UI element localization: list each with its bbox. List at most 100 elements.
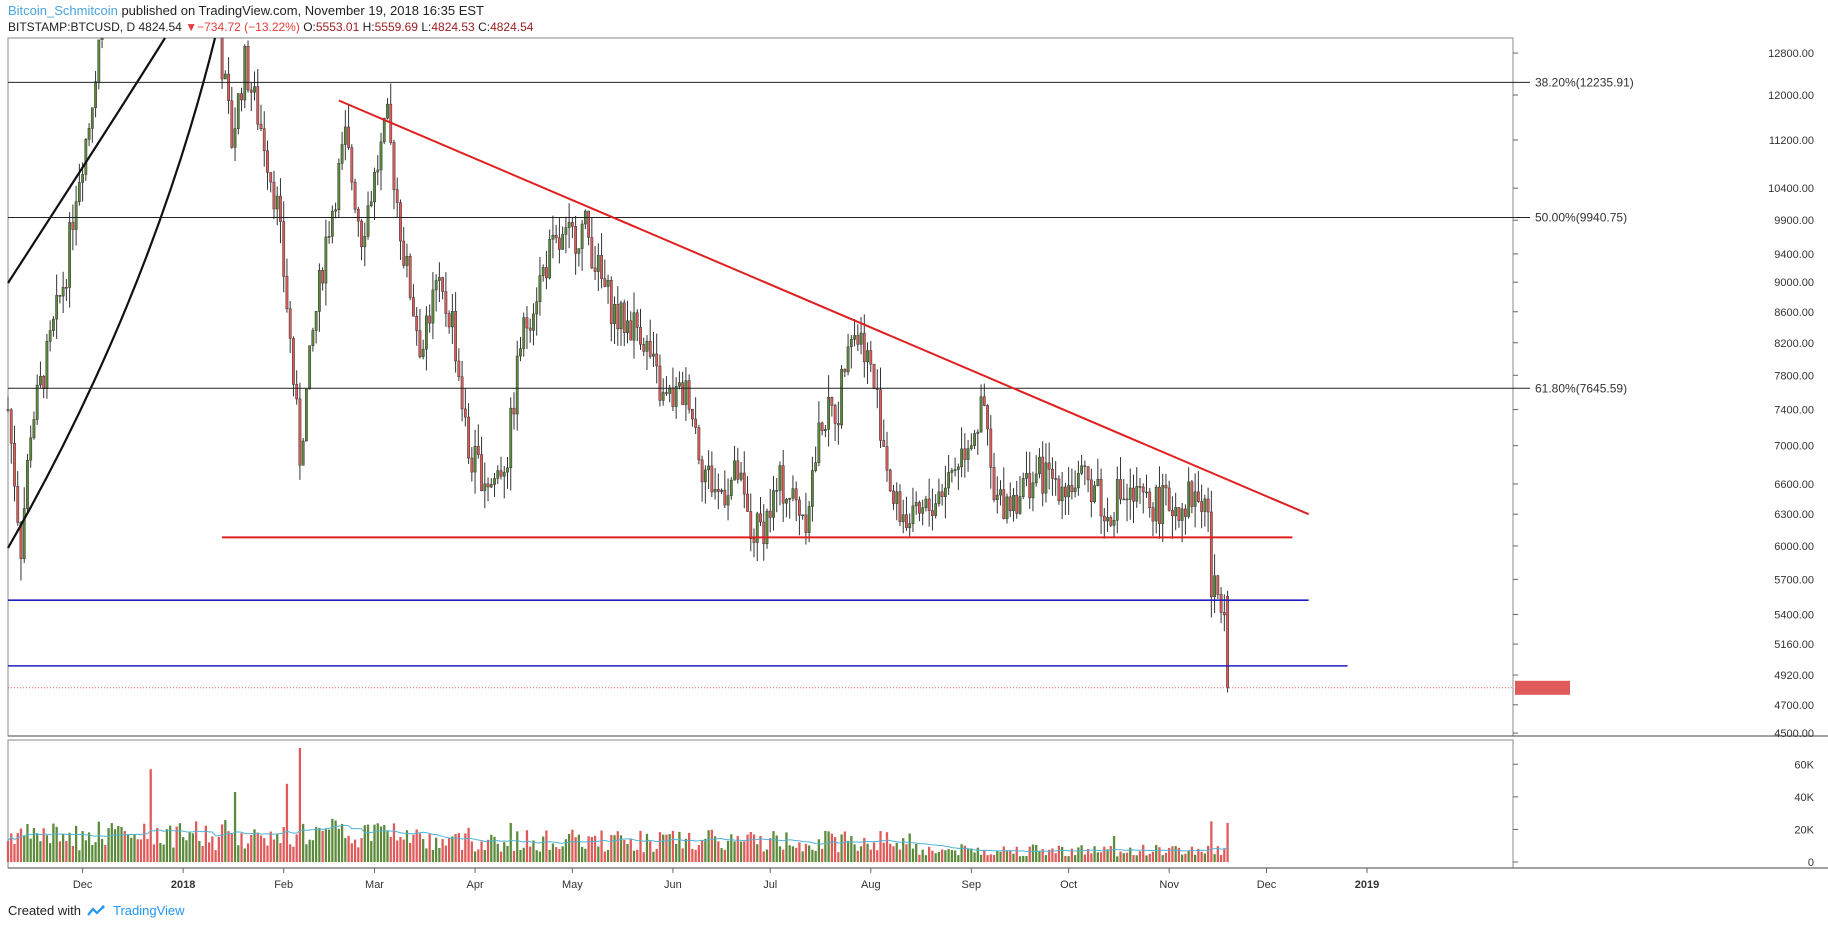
volume-bar [110, 823, 113, 862]
volume-bar [409, 842, 412, 862]
volume-bar [879, 831, 882, 862]
candle-body [885, 446, 889, 471]
candle-body [337, 163, 341, 211]
volume-bar [762, 851, 765, 862]
volume-tick-label: 40K [1794, 792, 1814, 804]
volume-tick-label: 0 [1808, 857, 1814, 869]
volume-bar [1109, 846, 1112, 862]
candle-body [1018, 496, 1022, 514]
candle-body [334, 209, 337, 212]
candle-body [1064, 486, 1067, 498]
axes: 12800.00 12000.00 11200.00 10400.00 9900.00 9… [73, 48, 1815, 891]
time-tick-label: Mar [365, 879, 384, 891]
volume-bar [675, 843, 678, 862]
volume-bar [107, 828, 110, 862]
candle-body [801, 514, 805, 517]
candle-body [1012, 494, 1015, 512]
volume-bar [334, 820, 337, 862]
price-tick-label: 5160.00 [1774, 639, 1814, 651]
candle-body [746, 493, 749, 512]
candle-body [22, 508, 26, 559]
candle-body [480, 454, 483, 492]
volume-bar [953, 850, 957, 862]
volume-bar [1086, 848, 1090, 862]
candle-body [470, 457, 474, 473]
candle-body [554, 234, 558, 239]
volume-bar [522, 847, 525, 862]
arc-line [7, 37, 166, 284]
candle-body [240, 93, 243, 101]
volume-bar [204, 825, 207, 862]
author-link[interactable]: Bitcoin_Schmitcoin [8, 3, 118, 18]
volume-bar [1070, 848, 1074, 862]
volume-bar [642, 852, 645, 862]
volume-bar [1138, 851, 1142, 862]
candle-body [567, 222, 571, 228]
volume-bar [1197, 848, 1200, 862]
volume-bar [220, 824, 224, 862]
volume-bar [509, 822, 512, 862]
volume-bar [655, 848, 658, 862]
volume-bar [392, 823, 396, 862]
price-tick-label: 6000.00 [1774, 541, 1814, 553]
candle-body [953, 469, 957, 471]
volume-bar [191, 833, 195, 862]
volume-bar [428, 833, 431, 862]
volume-bar [402, 839, 405, 862]
volume-bar [626, 843, 629, 862]
volume-bar [506, 845, 509, 862]
volume-bar [457, 833, 460, 862]
candle-body [402, 240, 406, 266]
resistance-trendline [338, 99, 1310, 516]
volume-bar [555, 847, 558, 862]
candle-body [940, 491, 944, 497]
candle-body [587, 210, 590, 238]
candle-body [515, 355, 519, 415]
volume-bar [45, 835, 49, 862]
candle-body [807, 506, 811, 533]
volume-bar [1168, 847, 1171, 862]
volume-bar [571, 829, 574, 862]
candle-body [872, 363, 876, 389]
candle-body [645, 340, 649, 352]
volume-bar [684, 838, 688, 862]
volume-bar [26, 823, 29, 862]
volume-bar [74, 825, 78, 862]
candle-body [820, 422, 824, 432]
volume-bar [808, 845, 811, 862]
volume-bar [1116, 856, 1119, 862]
volume-bar [564, 839, 568, 862]
volume-bar [1057, 845, 1061, 862]
candle-body [908, 523, 912, 529]
time-tick-label: Jul [763, 879, 777, 891]
volume-bar [817, 839, 821, 862]
volume-bar [68, 832, 71, 862]
volume-bar [772, 831, 775, 862]
candle-body [1180, 508, 1184, 521]
time-tick-label: Aug [861, 879, 881, 891]
candle-body [447, 313, 451, 328]
price-tick-label: 4700.00 [1774, 700, 1814, 712]
candle-body [1028, 473, 1032, 499]
candle-body [360, 220, 363, 248]
volume-bar [545, 830, 548, 862]
volume-bar [396, 840, 399, 862]
candle-body [230, 100, 234, 148]
volume-bar [820, 848, 824, 862]
candle-body [707, 465, 710, 471]
candle-body [1203, 498, 1207, 512]
volume-bar [165, 829, 169, 862]
candle-body [853, 335, 856, 340]
volume-bar [944, 850, 947, 862]
candle-body [61, 286, 65, 297]
volume-bar [1177, 847, 1181, 862]
candle-body [937, 491, 941, 504]
volume-bar [126, 834, 130, 862]
volume-bar [460, 849, 464, 862]
volume-bar [963, 845, 966, 862]
volume-bar [483, 850, 486, 862]
volume-bar [214, 850, 217, 862]
volume-bar [1223, 848, 1226, 862]
tradingview-brand-link[interactable]: TradingView [112, 903, 185, 918]
